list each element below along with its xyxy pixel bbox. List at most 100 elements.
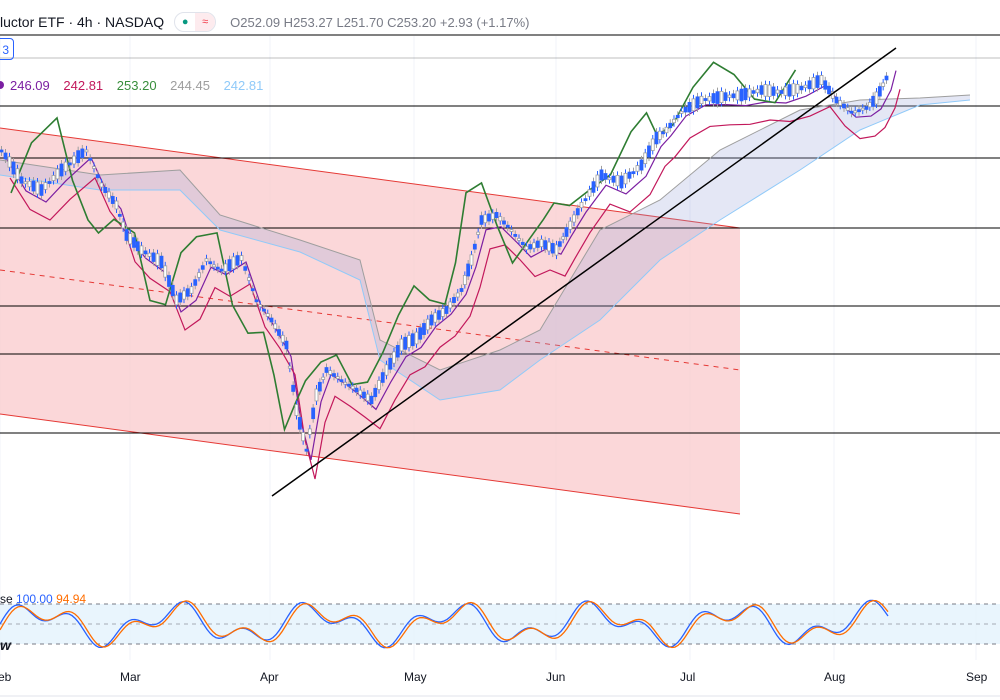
- candle-body: [388, 357, 393, 370]
- candle-body: [159, 255, 164, 269]
- candle-body: [532, 242, 536, 249]
- candle-body: [280, 334, 285, 343]
- candle-body: [311, 407, 316, 420]
- candle-body: [469, 254, 474, 266]
- market-open-icon: ●: [181, 16, 189, 28]
- candle-body: [561, 236, 566, 240]
- candle-body: [849, 110, 854, 114]
- candle-body: [212, 264, 216, 268]
- candle-body: [223, 263, 228, 272]
- candle-body: [591, 181, 596, 193]
- candle-body: [535, 240, 540, 248]
- candle-body: [783, 86, 788, 96]
- candle-body: [254, 299, 259, 303]
- candle-body: [699, 95, 704, 105]
- indicator-dot-icon: [0, 81, 4, 89]
- span-a-value: 244.45: [170, 78, 210, 93]
- indicator-count-badge[interactable]: 3: [0, 38, 14, 60]
- trend-line: [271, 47, 897, 497]
- channel-lower-line: [0, 413, 741, 515]
- candle-body: [687, 101, 692, 113]
- candles: [0, 71, 889, 456]
- candle-body: [707, 96, 712, 102]
- candle-body: [384, 364, 389, 376]
- candle-body: [287, 365, 292, 369]
- stoch-d-value: 94.94: [56, 592, 87, 606]
- candle-body: [399, 338, 404, 352]
- candle-body: [67, 162, 72, 166]
- x-tick-label: May: [404, 670, 427, 684]
- data-delay-icon: ≈: [195, 13, 216, 31]
- low-value: 251.70: [343, 14, 384, 30]
- candle-body: [151, 252, 156, 262]
- candle-body: [672, 118, 676, 124]
- candle-body: [607, 177, 612, 181]
- candle-body: [583, 198, 588, 202]
- candle-body: [739, 88, 744, 102]
- candle-body: [147, 252, 152, 257]
- candle-body: [76, 150, 81, 164]
- candle-body: [520, 241, 525, 246]
- symbol-title[interactable]: luctor ETF · 4h · NASDAQ: [0, 14, 165, 30]
- candle-body: [269, 317, 274, 323]
- candle-body: [425, 318, 430, 331]
- candle-body: [117, 213, 122, 217]
- candle-body: [167, 275, 171, 287]
- candle-body: [452, 297, 456, 303]
- candle-body: [392, 351, 396, 364]
- candle-body: [539, 238, 544, 248]
- candle-body: [243, 266, 248, 271]
- candle-body: [0, 149, 4, 153]
- candle-body: [664, 126, 669, 134]
- candle-body: [466, 263, 471, 277]
- candle-body: [787, 84, 792, 97]
- candle-body: [350, 385, 355, 390]
- candle-body: [174, 294, 179, 306]
- candle-body: [103, 187, 108, 193]
- candle-body: [599, 169, 604, 181]
- ichimoku-cloud: [0, 94, 971, 401]
- candle-body: [321, 376, 326, 380]
- candle-body: [377, 380, 381, 390]
- candle-body: [462, 275, 467, 285]
- candle-body: [135, 241, 140, 252]
- candle-body: [811, 77, 816, 90]
- candle-body: [823, 80, 828, 90]
- candle-body: [572, 214, 576, 223]
- candle-body: [755, 88, 760, 94]
- candle-body: [418, 327, 423, 340]
- candle-body: [881, 82, 886, 87]
- candle-body: [799, 85, 804, 91]
- candle-body: [410, 333, 415, 347]
- stochastic-pane: [0, 599, 1000, 649]
- candle-body: [615, 174, 620, 187]
- candle-body: [661, 131, 666, 135]
- candle-body: [301, 432, 306, 442]
- candle-body: [47, 181, 52, 184]
- x-tick-label: eb: [0, 670, 12, 684]
- candle-body: [132, 237, 136, 248]
- span-b-value: 242.81: [223, 78, 264, 93]
- close-label: C: [387, 14, 397, 30]
- change-value: +2.93 (+1.17%): [439, 14, 530, 30]
- status-pill[interactable]: ● ≈: [174, 12, 217, 32]
- x-tick-label: Jun: [546, 670, 566, 684]
- candle-body: [143, 250, 148, 255]
- candle-body: [407, 335, 411, 348]
- chikou-value: 253.20: [116, 78, 157, 93]
- candle-body: [550, 243, 555, 254]
- candle-body: [72, 155, 76, 165]
- candle-body: [250, 288, 255, 292]
- candle-body: [3, 152, 8, 160]
- candle-body: [121, 221, 126, 229]
- candle-body: [494, 212, 499, 218]
- candle-body: [524, 245, 529, 251]
- candle-body: [297, 417, 302, 430]
- candle-body: [595, 174, 600, 188]
- candle-body: [517, 237, 521, 241]
- candle-body: [703, 98, 708, 101]
- candle-body: [178, 292, 183, 303]
- candle-body: [743, 87, 748, 101]
- x-tick-label: Apr: [260, 670, 279, 684]
